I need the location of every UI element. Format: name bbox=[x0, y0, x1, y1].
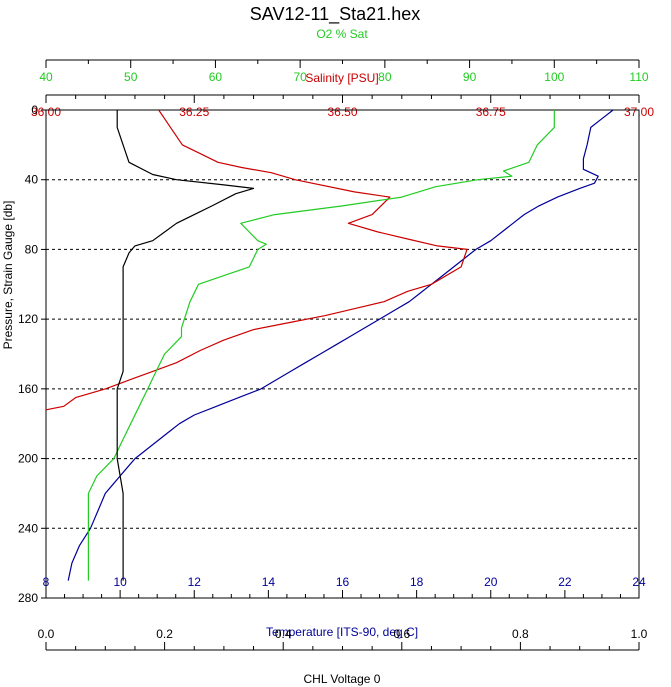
pressure-tick-label: 280 bbox=[18, 591, 38, 605]
o2-axis-label: O2 % Sat bbox=[316, 27, 368, 41]
chl-tick-label: 0.0 bbox=[38, 627, 55, 641]
temperature-tick-label: 8 bbox=[43, 575, 50, 589]
temperature-axis-ticks: 8 10 12 14 16 18 20 22 24 bbox=[43, 575, 646, 598]
chl-profile-line bbox=[116, 110, 255, 581]
o2-tick-label: 50 bbox=[124, 70, 138, 84]
chl-tick-label: 0.2 bbox=[156, 627, 173, 641]
salinity-tick-label: 36.25 bbox=[179, 105, 209, 119]
pressure-tick-label: 40 bbox=[25, 173, 39, 187]
temperature-tick-label: 12 bbox=[188, 575, 202, 589]
chart-title: SAV12-11_Sta21.hex bbox=[250, 4, 420, 25]
temperature-tick-label: 16 bbox=[336, 575, 350, 589]
plot-frame bbox=[45, 109, 640, 599]
o2-tick-label: 70 bbox=[293, 70, 307, 84]
temperature-tick-label: 14 bbox=[262, 575, 276, 589]
series-layer bbox=[45, 109, 614, 581]
o2-tick-label: 80 bbox=[378, 70, 392, 84]
pressure-tick-label: 120 bbox=[18, 312, 38, 326]
temperature-tick-label: 10 bbox=[113, 575, 127, 589]
salinity-profile-line bbox=[45, 109, 468, 411]
salinity-axis-ticks: 36.00 36.25 36.50 36.75 37.00 bbox=[31, 95, 654, 119]
o2-tick-label: 110 bbox=[629, 70, 648, 84]
pressure-gridlines bbox=[46, 179, 639, 529]
chl-tick-label: 0.8 bbox=[512, 627, 529, 641]
chl-axis-ticks: 0.0 0.2 0.4 0.6 0.8 1.0 bbox=[38, 627, 648, 650]
temperature-profile-line bbox=[67, 109, 614, 581]
temperature-tick-label: 24 bbox=[632, 575, 646, 589]
temperature-axis-label: Temperature [ITS-90, deg C] bbox=[266, 625, 418, 639]
pressure-tick-label: 200 bbox=[18, 452, 38, 466]
pressure-axis-ticks: 0 40 80 120 160 200 240 280 bbox=[18, 103, 46, 605]
pressure-axis-label: Pressure, Strain Gauge [db] bbox=[1, 201, 15, 350]
chl-tick-label: 0.4 bbox=[275, 627, 292, 641]
pressure-tick-label: 80 bbox=[25, 242, 39, 256]
salinity-tick-label: 36.50 bbox=[327, 105, 357, 119]
pressure-tick-label: 160 bbox=[18, 382, 38, 396]
salinity-axis-label: Salinity [PSU] bbox=[305, 71, 378, 85]
o2-profile-line bbox=[87, 110, 555, 581]
o2-tick-label: 40 bbox=[39, 70, 53, 84]
chl-tick-label: 1.0 bbox=[631, 627, 648, 641]
temperature-tick-label: 20 bbox=[484, 575, 498, 589]
o2-tick-label: 100 bbox=[544, 70, 564, 84]
temperature-tick-label: 22 bbox=[558, 575, 572, 589]
chl-tick-label: 0.6 bbox=[393, 627, 410, 641]
temperature-tick-label: 18 bbox=[410, 575, 424, 589]
pressure-tick-label: 0 bbox=[31, 103, 38, 117]
pressure-tick-label: 240 bbox=[18, 521, 38, 535]
o2-tick-label: 90 bbox=[463, 70, 477, 84]
o2-tick-label: 60 bbox=[209, 70, 223, 84]
o2-axis-ticks: 40 50 60 70 80 90 100 110 bbox=[39, 60, 649, 84]
chl-axis-label: CHL Voltage 0 bbox=[304, 672, 381, 686]
salinity-tick-label: 36.75 bbox=[476, 105, 506, 119]
